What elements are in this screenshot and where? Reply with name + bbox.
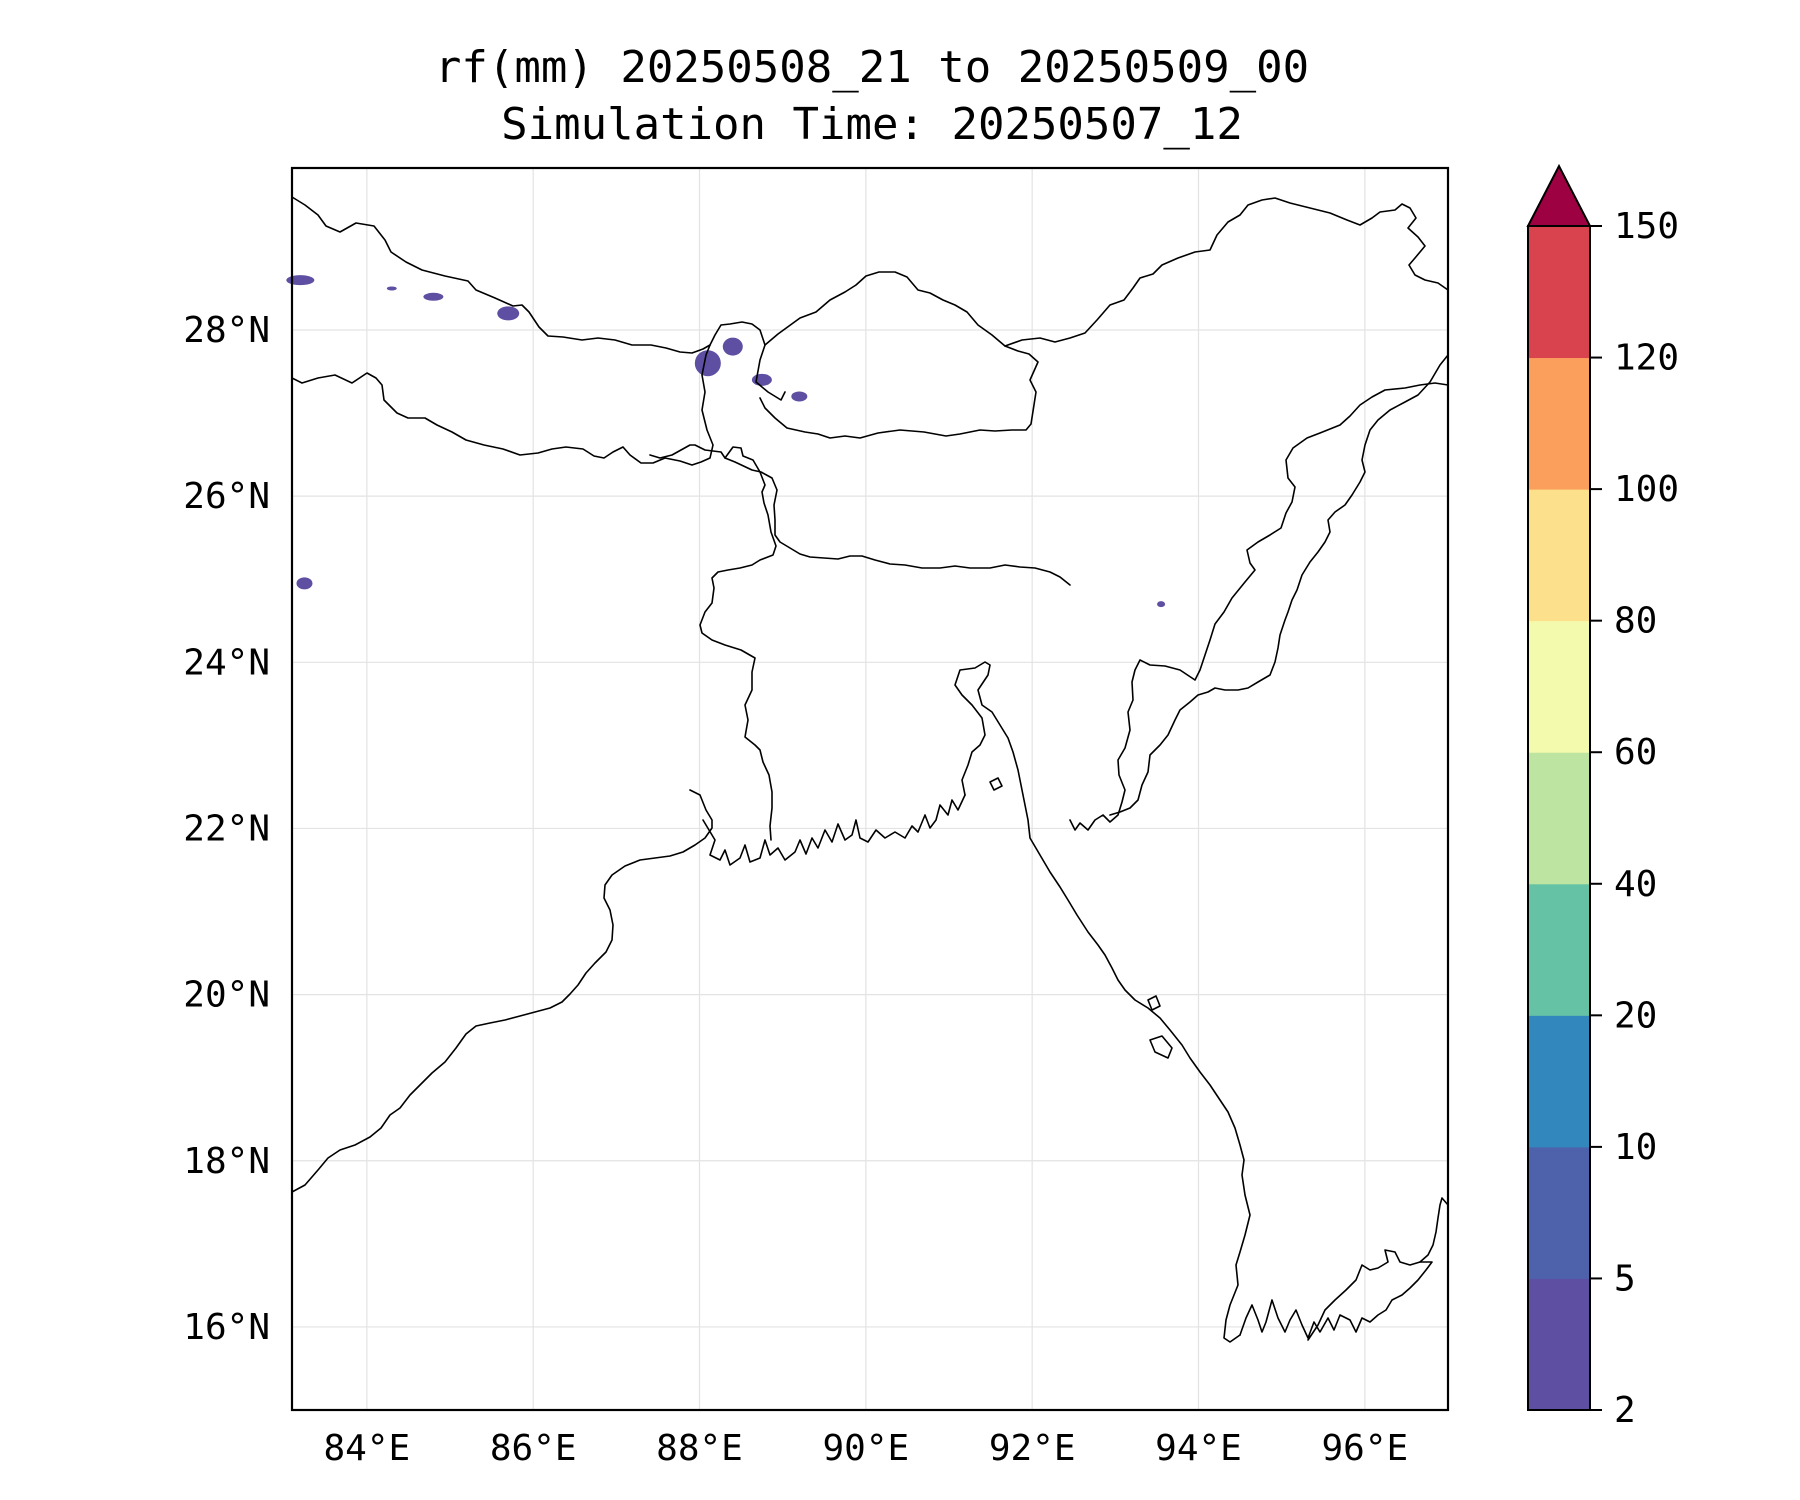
longitude-ticks: 84°E 86°E 88°E 90°E 92°E 94°E 96°E	[323, 1428, 1408, 1469]
lon-tick-label: 84°E	[323, 1428, 410, 1469]
odisha-bengal-coast	[291, 789, 713, 1193]
rain-area-nepal-4	[497, 306, 520, 321]
lon-tick-label: 88°E	[656, 1428, 743, 1469]
lon-tick-label: 90°E	[822, 1428, 909, 1469]
map-frame	[290, 166, 1450, 1412]
map-axes: 84°E 86°E 88°E 90°E 92°E 94°E 96°E 16°N 18°N 20°…	[183, 166, 1450, 1469]
colorbar-tick-label: 120	[1614, 338, 1679, 379]
lat-tick-label: 18°N	[183, 1141, 270, 1182]
lon-tick-label: 94°E	[1155, 1428, 1242, 1469]
latitude-ticks: 16°N 18°N 20°N 22°N 24°N 26°N 28°N	[183, 310, 270, 1348]
meghalaya-border	[649, 444, 1071, 586]
rain-area-bhutan-west	[751, 373, 772, 386]
gridlines	[292, 168, 1448, 1410]
colorbar-tick-label: 150	[1614, 206, 1679, 247]
bangladesh-west-border	[699, 446, 777, 841]
colorbar-band	[1528, 1146, 1590, 1279]
rain-area-sikkim-1	[694, 350, 721, 377]
rain-area-sikkim-2	[722, 337, 743, 356]
myanmar-delta-coast	[1239, 1249, 1433, 1341]
bhutan-border	[759, 271, 1039, 439]
colorbar-band	[1528, 226, 1590, 359]
colorbar-band	[1528, 489, 1590, 622]
colorbar-extend-arrow	[1526, 163, 1592, 227]
nepal-south-border	[291, 344, 714, 466]
colorbar-bands	[1528, 226, 1590, 1411]
lat-tick-label: 16°N	[183, 1307, 270, 1348]
colorbar-tick-label: 40	[1614, 864, 1657, 905]
colorbar-band	[1528, 752, 1590, 885]
map-title-line2: Simulation Time: 20250507_12	[501, 99, 1243, 150]
arunachal-border	[1004, 197, 1449, 347]
colorbar-band	[1528, 1015, 1590, 1148]
colorbar-tick-label: 80	[1614, 601, 1657, 642]
colorbar-tick-label: 2	[1614, 1390, 1636, 1431]
lon-tick-label: 96°E	[1321, 1428, 1408, 1469]
myanmar-east-coast	[1419, 1197, 1449, 1263]
lon-tick-label: 92°E	[989, 1428, 1076, 1469]
colorbar-band	[1528, 883, 1590, 1016]
colorbar-tick-label: 10	[1614, 1127, 1657, 1168]
colorbar-outline	[1527, 225, 1591, 1411]
rain-area-west-nepal-1	[286, 275, 315, 286]
colorbar-tick-label: 60	[1614, 732, 1657, 773]
rain-area-manipur	[1157, 601, 1166, 608]
colorbar-band	[1528, 620, 1590, 753]
rain-area-bhutan-west-2	[791, 391, 808, 402]
myanmar-border	[1109, 354, 1449, 816]
bay-island-3	[1147, 995, 1161, 1011]
nepal-north-border	[291, 196, 711, 354]
coastlines-and-borders	[291, 196, 1449, 1343]
bay-island-2	[1149, 1035, 1173, 1059]
lat-tick-label: 28°N	[183, 310, 270, 351]
colorbar-ticks: 2 5 10 20 40 60 80 100 120 150	[1590, 206, 1679, 1431]
rain-area-west-nepal-2	[386, 286, 397, 291]
bay-island-1	[989, 777, 1003, 791]
bangladesh-myanmar-coast	[954, 661, 1251, 1343]
bengal-coast-islands	[702, 794, 966, 866]
colorbar-tick-label: 5	[1614, 1258, 1636, 1299]
lat-tick-label: 20°N	[183, 975, 270, 1016]
colorbar-band	[1528, 1278, 1590, 1411]
colorbar-tick-label: 20	[1614, 995, 1657, 1036]
lat-tick-label: 24°N	[183, 642, 270, 683]
rain-area-nepal-3	[423, 292, 444, 301]
lat-tick-label: 26°N	[183, 476, 270, 517]
colorbar-band	[1528, 357, 1590, 490]
rainfall-colorbar: 2 5 10 20 40 60 80 100 120 150	[1526, 163, 1679, 1431]
lon-tick-label: 86°E	[490, 1428, 577, 1469]
northeast-india-border	[1069, 382, 1449, 831]
map-title-line1: rf(mm) 20250508_21 to 20250509_00	[435, 42, 1309, 93]
colorbar-tick-label: 100	[1614, 469, 1679, 510]
lat-tick-label: 22°N	[183, 808, 270, 849]
rain-area-bihar	[296, 577, 313, 590]
map-background	[292, 168, 1448, 1410]
sikkim-border	[709, 321, 786, 401]
